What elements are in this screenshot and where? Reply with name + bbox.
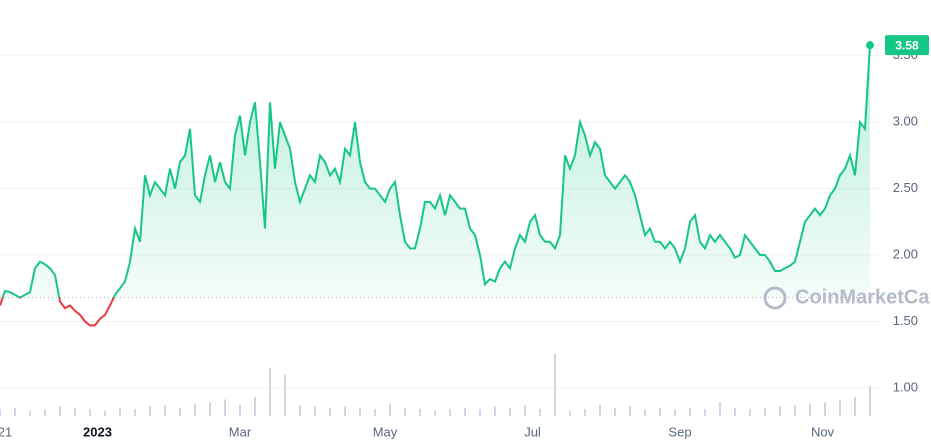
y-tick-label: 3.00 <box>893 114 918 129</box>
volume-bar <box>389 403 391 416</box>
volume-bar <box>824 402 826 416</box>
volume-bar <box>794 404 796 416</box>
volume-bar <box>404 407 406 416</box>
volume-bar <box>344 406 346 416</box>
volume-bar <box>119 407 121 416</box>
volume-bar <box>374 409 376 416</box>
volume-bar <box>749 409 751 416</box>
watermark: CoinMarketCap <box>795 286 931 308</box>
volume-bar <box>44 409 46 416</box>
volume-bar <box>554 354 556 416</box>
volume-bar <box>284 374 286 416</box>
watermark-logo <box>763 286 787 310</box>
volume-bar <box>464 407 466 416</box>
volume-bar <box>89 409 91 416</box>
price-line <box>1 45 871 298</box>
volume-bar <box>584 409 586 416</box>
volume-bar <box>419 409 421 416</box>
volume-bar <box>734 407 736 416</box>
x-tick-label: Sep <box>668 424 691 439</box>
volume-bar <box>524 404 526 416</box>
volume-bar <box>434 410 436 416</box>
volume-bar <box>539 409 541 416</box>
volume-bar <box>599 404 601 416</box>
volume-bar <box>134 409 136 416</box>
volume-bar <box>224 399 226 416</box>
x-tick-label: Nov <box>811 424 835 439</box>
volume-bar <box>14 407 16 416</box>
volume-bar <box>719 402 721 416</box>
volume-bar <box>809 403 811 416</box>
volume-bar <box>359 407 361 416</box>
volume-bar <box>689 407 691 416</box>
volume-bar <box>179 407 181 416</box>
volume-bar <box>104 410 106 416</box>
volume-bar <box>209 402 211 416</box>
x-tick-label: Jul <box>524 424 541 439</box>
volume-bar <box>299 404 301 416</box>
x-tick-label: Mar <box>229 424 252 439</box>
price-badge-label: 3.58 <box>895 38 919 52</box>
volume-bar <box>659 407 661 416</box>
volume-bar <box>764 407 766 416</box>
x-tick-label: 2023 <box>83 424 112 439</box>
volume-bar <box>329 407 331 416</box>
volume-bar <box>854 396 856 416</box>
y-tick-label: 1.00 <box>893 379 918 394</box>
y-tick-label: 2.50 <box>893 180 918 195</box>
area <box>0 45 870 298</box>
last-point <box>866 41 874 50</box>
volume-bar <box>479 409 481 416</box>
volume-bar <box>59 406 61 416</box>
volume-bar <box>29 410 31 416</box>
volume-bar <box>239 404 241 416</box>
volume-bar <box>509 407 511 416</box>
volume-bar <box>869 385 871 416</box>
volume-bar <box>254 396 256 416</box>
x-tick-label: May <box>373 424 398 439</box>
volume-bar <box>194 403 196 416</box>
volume-bar <box>149 406 151 416</box>
volume-bar <box>704 409 706 416</box>
volume-bar <box>164 404 166 416</box>
volume-bar <box>839 399 841 416</box>
volume-bar <box>614 407 616 416</box>
x-tick-label: 21 <box>0 424 12 439</box>
volume-bar <box>629 406 631 416</box>
y-tick-label: 2.00 <box>893 246 918 261</box>
price-badge <box>885 35 929 56</box>
volume-bar <box>779 406 781 416</box>
volume-bar <box>449 409 451 416</box>
volume-bar <box>74 407 76 416</box>
volume-bar <box>314 406 316 416</box>
volume-bar <box>569 410 571 416</box>
volume-bar <box>269 367 271 416</box>
volume-bar <box>494 406 496 416</box>
volume-bar <box>674 409 676 416</box>
volume-bar <box>644 409 646 416</box>
volume-bar <box>0 409 1 416</box>
y-tick-label: 1.50 <box>893 313 918 328</box>
